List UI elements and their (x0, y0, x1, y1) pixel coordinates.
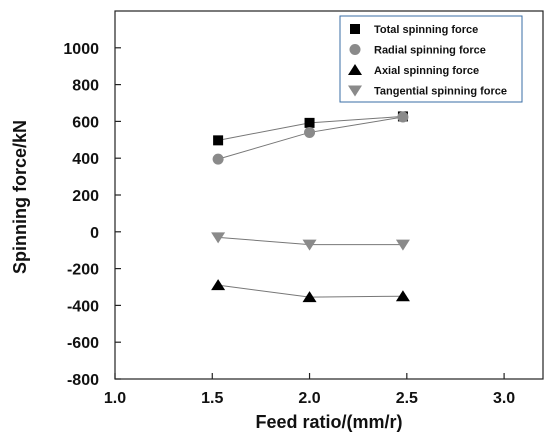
series-group (211, 111, 410, 303)
legend-label: Radial spinning force (374, 45, 486, 57)
series-3 (211, 232, 410, 251)
x-tick-label: 3.0 (493, 390, 515, 407)
legend-marker (348, 64, 362, 75)
x-axis-label: Feed ratio/(mm/r) (255, 412, 402, 432)
data-point (213, 135, 224, 146)
x-tick-label: 1.0 (104, 390, 126, 407)
data-point (211, 279, 226, 291)
data-point (304, 117, 315, 128)
legend-marker (349, 44, 361, 55)
y-tick-label: 1000 (63, 41, 99, 58)
legend: Total spinning force Radial spinning forc… (339, 15, 523, 103)
series-2 (211, 279, 410, 303)
y-tick-label: -400 (67, 298, 99, 315)
legend-marker (348, 85, 362, 97)
data-point (212, 153, 224, 165)
y-tick-label: 200 (72, 188, 99, 205)
y-tick-label: -600 (67, 335, 99, 352)
data-point (395, 239, 410, 251)
legend-label: Total spinning force (374, 24, 478, 36)
legend-box (339, 15, 523, 103)
x-tick-label: 2.5 (396, 390, 418, 407)
legend-label: Axial spinning force (374, 65, 479, 77)
axis-ticks (114, 47, 505, 380)
data-point (304, 126, 316, 138)
y-tick-label: -800 (67, 372, 99, 389)
data-point (211, 232, 226, 244)
y-tick-label: -200 (67, 262, 99, 279)
x-tick-label: 1.5 (201, 390, 223, 407)
y-axis-label: Spinning force/kN (10, 120, 30, 274)
x-tick-label: 2.0 (298, 390, 320, 407)
series-1 (212, 111, 409, 165)
legend-marker (350, 24, 360, 34)
legend-label: Tangential spinning force (374, 86, 507, 98)
data-point (302, 239, 317, 251)
data-point (302, 291, 317, 303)
data-point (395, 290, 410, 302)
tick-labels: 1.0 1.5 2.0 2.5 3.0 1000 800 600 400 200 0 -200 -400… (63, 41, 515, 407)
y-tick-label: 800 (72, 78, 99, 95)
y-tick-label: 400 (72, 151, 99, 168)
y-tick-label: 600 (72, 114, 99, 131)
y-tick-label: 0 (90, 225, 99, 242)
data-point (397, 111, 409, 123)
